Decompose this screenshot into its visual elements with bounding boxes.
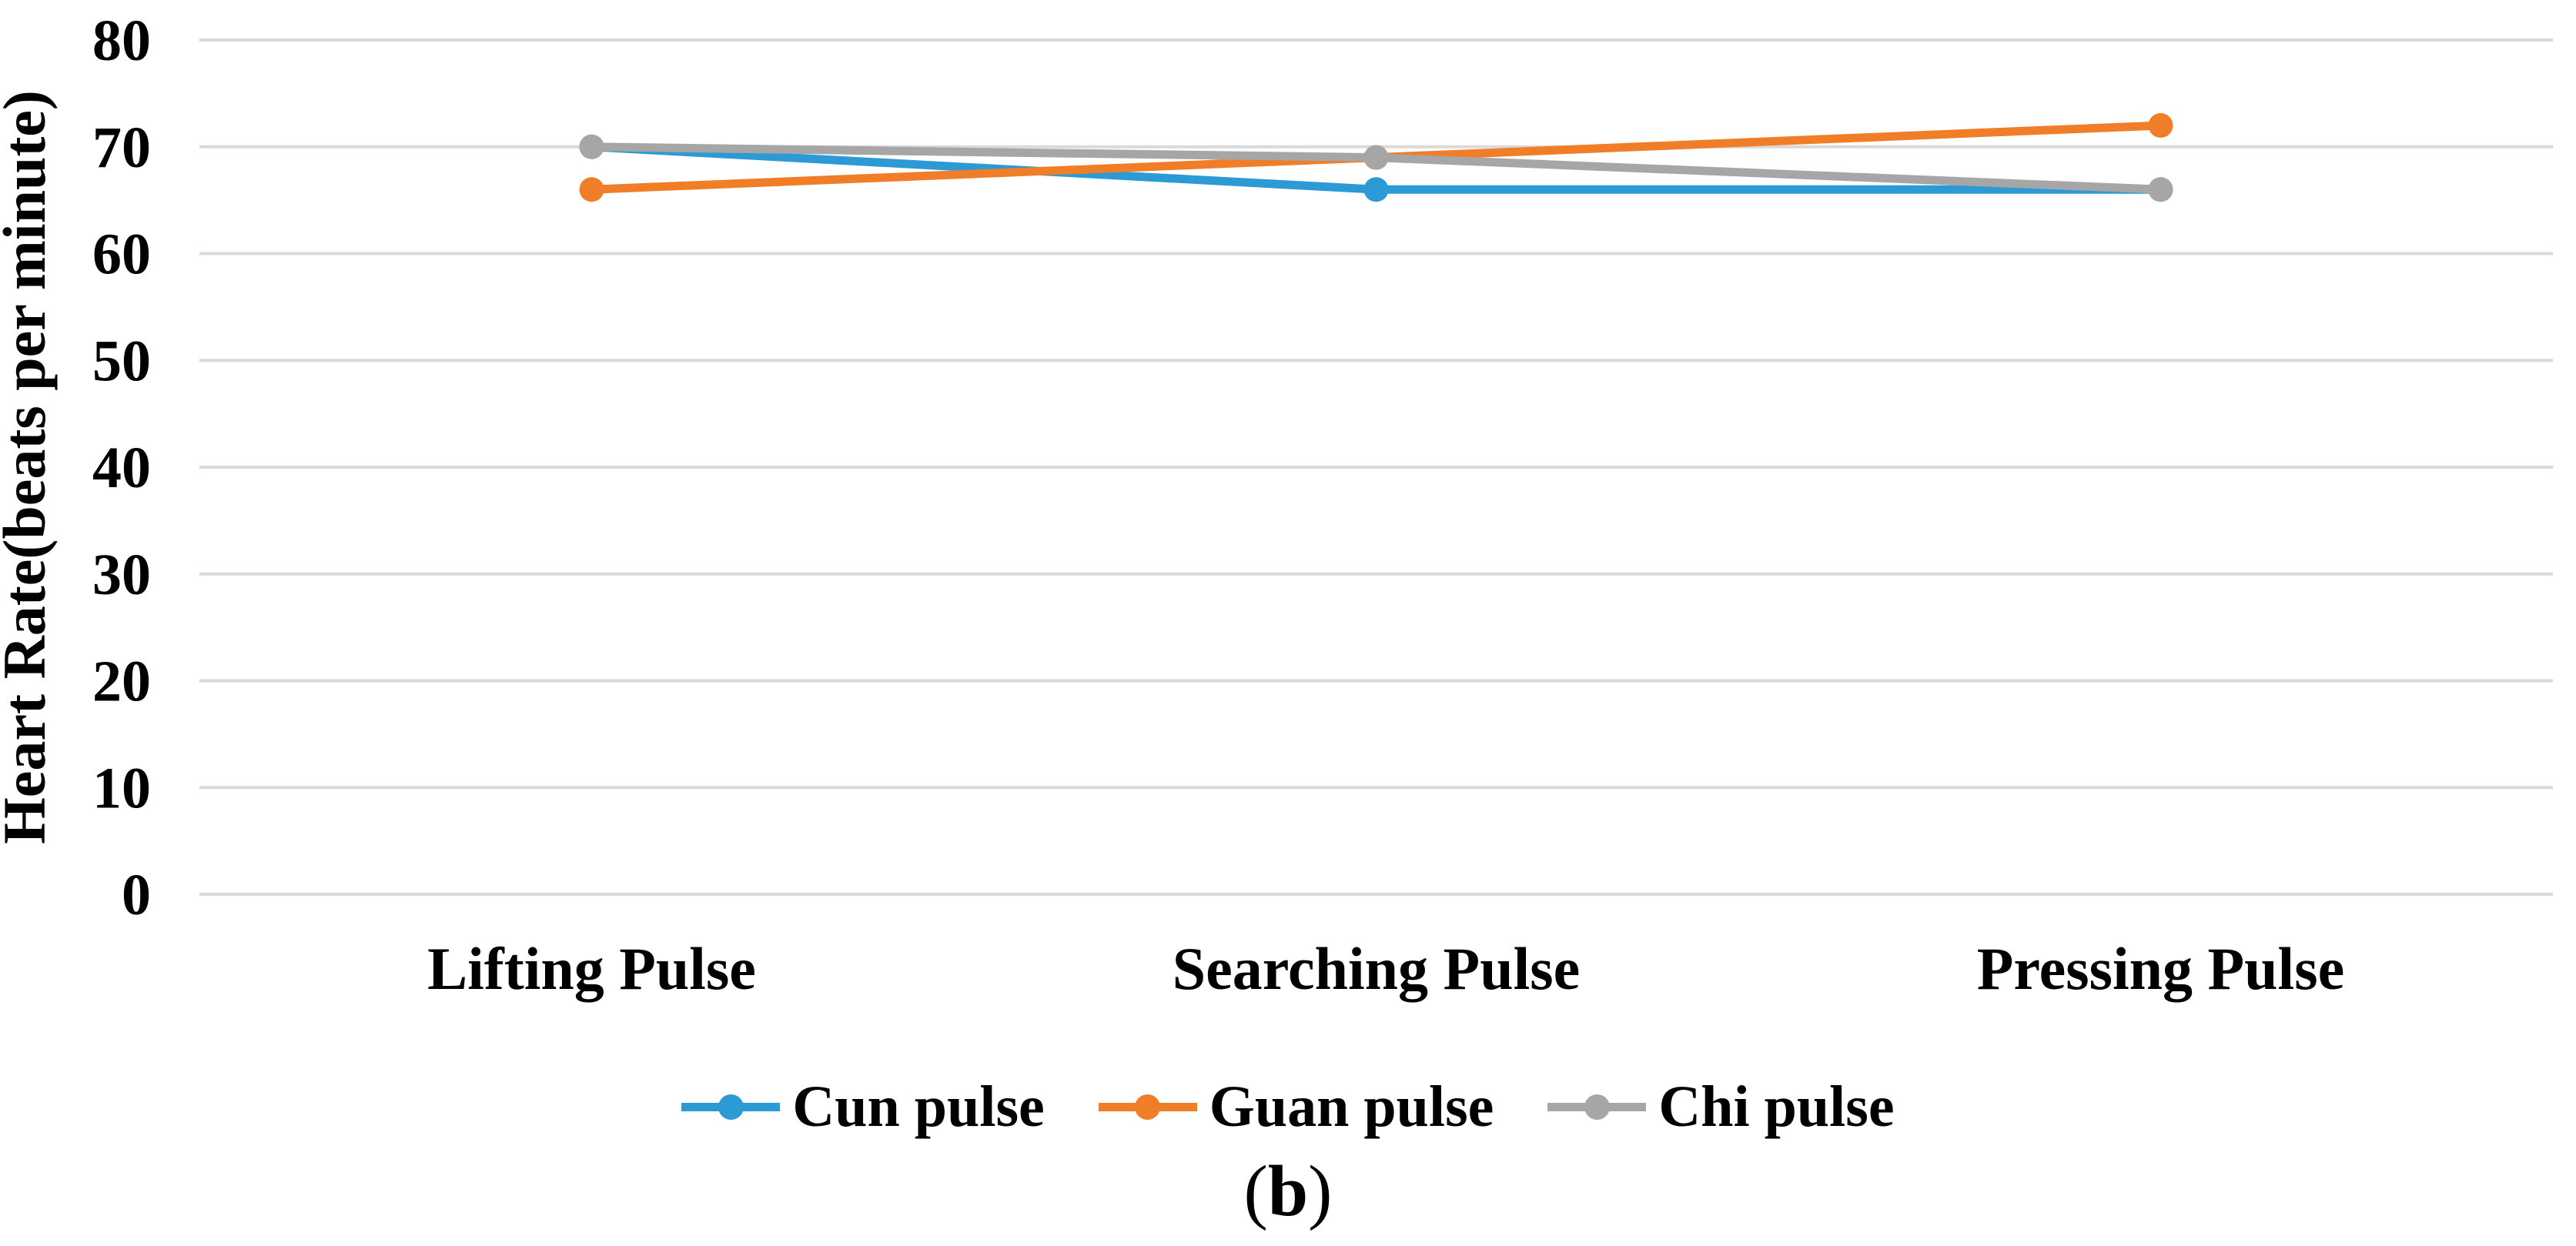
data-point-marker xyxy=(1363,177,1389,202)
y-tick-label: 10 xyxy=(92,756,151,820)
y-tick-label: 20 xyxy=(92,650,151,714)
caption-open-paren: ( xyxy=(1243,1151,1268,1231)
legend-item: Cun pulse xyxy=(681,1074,1045,1139)
legend-marker-line xyxy=(1098,1094,1197,1120)
y-tick-label: 60 xyxy=(92,222,151,287)
legend-marker-dot xyxy=(1135,1094,1161,1120)
x-category-label: Lifting Pulse xyxy=(427,935,756,1002)
gridlines xyxy=(199,38,2553,896)
y-axis-title: Heart Rate(beats per minute) xyxy=(0,90,58,844)
data-series xyxy=(579,113,2173,202)
data-point-marker xyxy=(579,177,604,202)
legend-marker-dot xyxy=(1584,1094,1610,1120)
y-tick-label: 70 xyxy=(92,115,151,180)
figure-caption: (b) xyxy=(0,1153,2576,1230)
legend-item: Chi pulse xyxy=(1547,1074,1895,1139)
legend-marker-line xyxy=(1547,1094,1647,1120)
x-category-label: Pressing Pulse xyxy=(1977,935,2344,1002)
y-tick-label: 0 xyxy=(122,863,151,927)
y-tick-labels: 0 10 20 30 40 50 60 70 80 xyxy=(92,8,151,927)
data-point-marker xyxy=(579,134,604,159)
y-tick-label: 30 xyxy=(92,543,151,607)
data-point-marker xyxy=(2148,113,2173,138)
legend-marker-line xyxy=(681,1094,781,1120)
legend-marker-dot xyxy=(718,1094,744,1120)
caption-close-paren: ) xyxy=(1308,1151,1333,1231)
data-point-marker xyxy=(1363,145,1389,170)
x-category-labels: Lifting Pulse Searching Pulse Pressing Pul… xyxy=(427,935,2344,1002)
chart-legend: Cun pulse Guan pulse Chi pulse xyxy=(0,1076,2576,1137)
legend-label: Chi pulse xyxy=(1658,1074,1895,1139)
caption-letter: b xyxy=(1267,1151,1309,1231)
y-tick-label: 50 xyxy=(92,329,151,393)
data-point-marker xyxy=(2148,177,2173,202)
legend-item: Guan pulse xyxy=(1098,1074,1494,1139)
y-tick-label: 40 xyxy=(92,436,151,500)
y-tick-label: 80 xyxy=(92,8,151,73)
x-category-label: Searching Pulse xyxy=(1173,935,1580,1002)
legend-label: Cun pulse xyxy=(792,1074,1045,1139)
legend-label: Guan pulse xyxy=(1209,1074,1494,1139)
